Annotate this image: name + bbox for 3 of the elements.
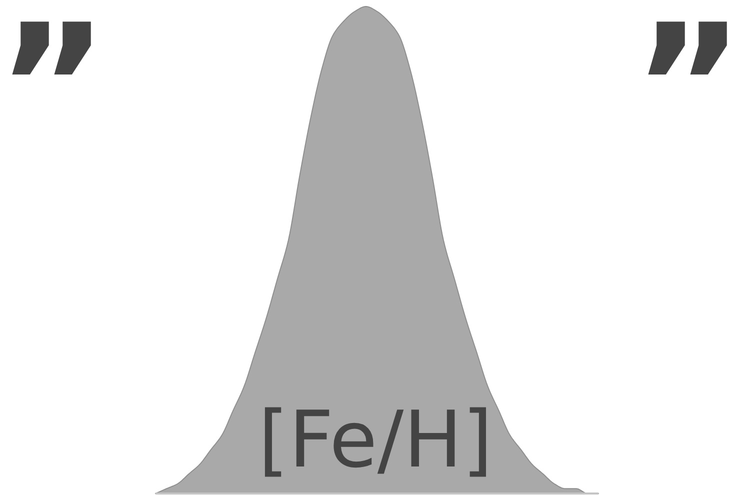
- x-axis-title: [Fe/H]: [258, 396, 493, 486]
- text: ”: [632, 0, 733, 186]
- text: ”: [0, 0, 108, 186]
